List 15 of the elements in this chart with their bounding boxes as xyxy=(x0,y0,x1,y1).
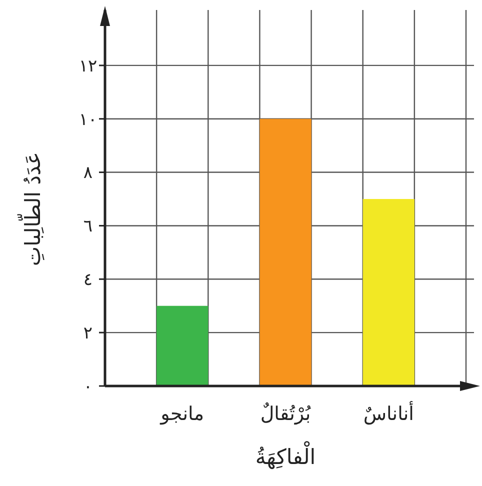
bar xyxy=(260,118,312,386)
y-axis-title: عَدَدُ الطّالِباتِ xyxy=(16,152,45,266)
x-tick-label: مانجو xyxy=(160,403,204,425)
y-tick-label: ٨ xyxy=(83,163,93,184)
x-tick-label: بُرْتُقالٌ xyxy=(260,402,312,425)
bar xyxy=(362,199,414,386)
x-axis-title: الْفاكِهَةُ xyxy=(255,440,316,470)
bar xyxy=(156,306,208,386)
x-tick-label: أناناسٌ xyxy=(363,401,414,425)
y-tick-label: ٢ xyxy=(83,324,93,344)
y-tick-label: ٦ xyxy=(83,216,93,237)
y-tick-label: ١٠ xyxy=(78,110,98,130)
y-tick-label: ٤ xyxy=(83,270,93,290)
y-tick-label: ١٢ xyxy=(78,56,98,76)
y-tick-label: ٠ xyxy=(83,376,93,397)
